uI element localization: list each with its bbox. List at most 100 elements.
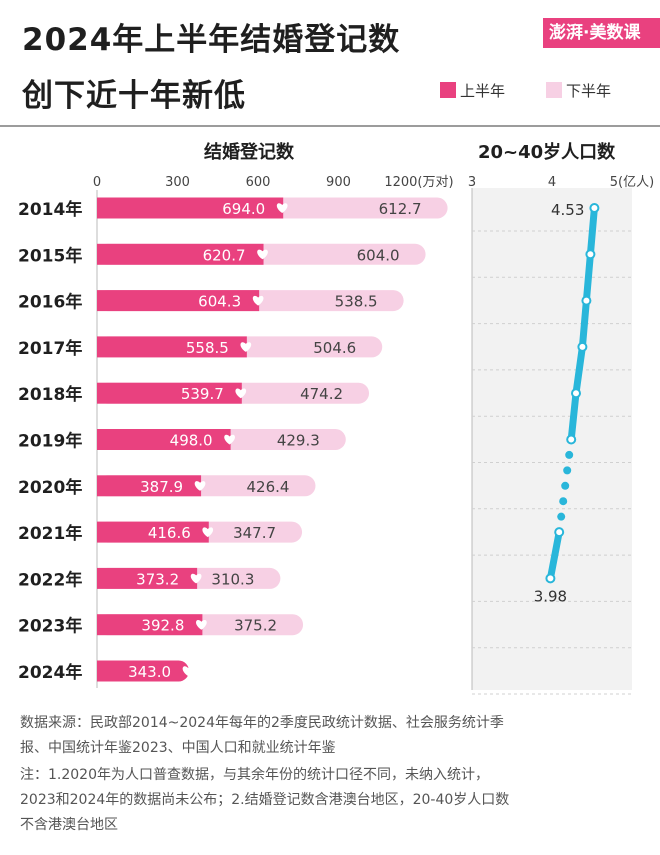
note-line-2: 报、中国统计年鉴2023、中国人口和就业统计年鉴 (20, 740, 336, 756)
bar-value-first-half: 387.9 (140, 478, 183, 496)
population-gap-dot (561, 481, 570, 490)
population-x-tick-label: 3 (468, 175, 476, 190)
header-divider (0, 125, 660, 127)
population-line-segment (546, 528, 563, 582)
population-x-tick-label: 4 (548, 175, 556, 190)
population-panel-background (472, 188, 632, 690)
population-gap-dot (557, 512, 566, 521)
population-line-segment (586, 204, 598, 258)
population-point (585, 249, 596, 260)
bar-value-second-half: 310.3 (211, 570, 254, 588)
bar-value-first-half: 498.0 (170, 432, 213, 450)
population-line-segment (572, 343, 586, 397)
legend-second-half: 下半年 (546, 78, 611, 102)
population-label-end: 3.98 (534, 587, 567, 605)
title-line-1: 2024年上半年结婚登记数 (22, 22, 401, 58)
year-label: 2022年 (18, 569, 82, 590)
bar-first-half (97, 567, 198, 589)
bar-first-half (97, 429, 231, 450)
population-point (566, 434, 577, 445)
bar-value-first-half: 694.0 (222, 200, 265, 218)
bar-value-first-half: 373.2 (136, 570, 179, 588)
bar-value-second-half: 538.5 (335, 293, 378, 311)
year-label: 2016年 (18, 292, 82, 313)
bar-value-first-half: 558.5 (186, 339, 229, 357)
bar-first-half (97, 336, 247, 358)
bar-value-second-half: 474.2 (300, 385, 343, 403)
population-point (581, 295, 592, 306)
heart-icon (240, 342, 252, 352)
population-line-segment (567, 389, 580, 443)
bar-first-half-cap (97, 660, 109, 682)
bar-value-second-half: 604.0 (357, 246, 400, 264)
note-line-5: 不含港澳台地区 (20, 817, 118, 833)
population-label-start: 4.53 (551, 201, 584, 219)
bar-first-half (97, 243, 264, 265)
bar-first-half (97, 197, 284, 219)
heart-icon (182, 666, 194, 676)
year-label: 2023年 (18, 616, 82, 637)
population-point (571, 388, 581, 399)
year-label: 2024年 (18, 662, 82, 683)
legend-first-half: 上半年 (440, 78, 505, 102)
population-gap-dot (565, 450, 574, 459)
heart-icon (252, 295, 264, 306)
population-point (589, 203, 600, 213)
bar-value-first-half: 604.3 (198, 293, 241, 311)
legend-swatch-second-half (546, 82, 562, 98)
legend-label-first-half: 上半年 (460, 81, 506, 100)
population-line-segment (578, 297, 590, 351)
bar-first-half (97, 614, 203, 636)
bar-value-second-half: 375.2 (234, 617, 277, 635)
bar-x-tick-label: 0 (93, 175, 101, 190)
left-chart-title: 结婚登记数 (204, 142, 294, 163)
year-label: 2015年 (18, 245, 82, 266)
bar-x-tick-label: 300 (165, 175, 190, 190)
note-line-4: 2023和2024年的数据尚未公布；2.结婚登记数含港澳台地区，20-40岁人口… (20, 792, 510, 808)
year-label: 2019年 (18, 431, 82, 452)
bar-value-first-half: 620.7 (203, 246, 246, 264)
year-label: 2014年 (18, 199, 82, 220)
bar-value-second-half: 347.7 (233, 524, 276, 542)
bar-value-first-half: 343.0 (128, 663, 171, 681)
heart-icon (190, 573, 202, 584)
population-gap-dot (563, 466, 572, 475)
bar-first-half (97, 290, 260, 312)
year-label: 2020年 (18, 477, 82, 498)
note-line-3: 注：1.2020年为人口普查数据，与其余年份的统计口径不同，未纳入统计， (20, 767, 489, 783)
bar-value-second-half: 429.3 (277, 432, 320, 450)
legend-label-second-half: 下半年 (566, 81, 612, 100)
note-line-1: 数据来源：民政部2014~2024年每年的2季度民政统计数据、社会服务统计季 (20, 715, 504, 731)
population-x-tick-label: 5(亿人) (610, 175, 654, 190)
bar-x-tick-label: 600 (246, 175, 271, 190)
population-line-segment (582, 250, 594, 305)
year-label: 2017年 (18, 338, 82, 359)
year-label: 2021年 (18, 523, 82, 544)
bar-value-first-half: 392.8 (141, 617, 184, 635)
legend-swatch-first-half (440, 82, 456, 98)
bar-first-half (97, 382, 242, 404)
heart-icon (202, 527, 214, 538)
bar-first-half (97, 660, 190, 682)
bar-value-second-half: 426.4 (247, 478, 290, 496)
population-point (554, 527, 565, 538)
year-label: 2018年 (18, 384, 82, 405)
bar-first-half (97, 521, 209, 543)
bar-value-second-half: 612.7 (379, 200, 422, 218)
right-chart-title: 20~40岁人口数 (478, 142, 616, 163)
heart-icon (235, 388, 247, 399)
population-gap-dot (559, 497, 568, 506)
heart-icon (257, 249, 268, 260)
population-point (577, 341, 588, 352)
heart-icon (196, 619, 207, 630)
bar-x-tick-label: 900 (326, 175, 351, 190)
heart-icon (194, 481, 206, 491)
brand-logo: 澎湃·美数课 (543, 18, 660, 48)
population-point (545, 573, 556, 584)
chart-canvas: 0 300 600 900 1200(万对) 2014年 612.7 694.0 2015年 60… (18, 175, 654, 695)
heart-icon (224, 434, 235, 445)
bar-value-first-half: 539.7 (181, 385, 224, 403)
heart-icon (276, 203, 288, 213)
bar-value-second-half: 504.6 (313, 339, 356, 357)
bar-first-half (97, 475, 202, 497)
